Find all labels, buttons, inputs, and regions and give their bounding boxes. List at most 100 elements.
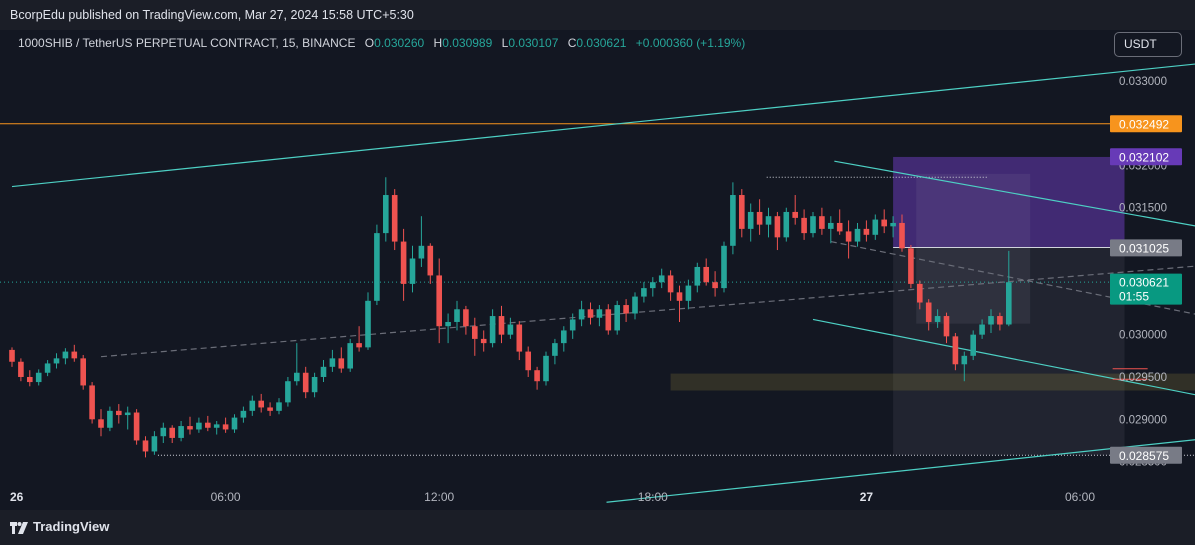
candle[interactable] xyxy=(516,324,523,352)
candle[interactable] xyxy=(525,351,531,371)
candle[interactable] xyxy=(347,343,353,369)
candle[interactable] xyxy=(917,283,923,303)
zone-box[interactable] xyxy=(893,156,1125,248)
candle[interactable] xyxy=(587,309,594,318)
candle[interactable] xyxy=(863,228,870,235)
candle[interactable] xyxy=(623,305,629,314)
candle[interactable] xyxy=(543,355,549,382)
candle[interactable] xyxy=(418,245,425,259)
candle[interactable] xyxy=(756,211,763,225)
candle[interactable] xyxy=(356,343,362,348)
candle[interactable] xyxy=(925,302,932,322)
candle[interactable] xyxy=(89,385,95,420)
candle[interactable] xyxy=(178,426,184,438)
candle[interactable] xyxy=(169,427,175,438)
candle[interactable] xyxy=(676,292,683,301)
trendline[interactable] xyxy=(830,240,1195,368)
candle[interactable] xyxy=(80,358,86,386)
candle[interactable] xyxy=(213,424,220,428)
candle[interactable] xyxy=(133,412,140,441)
candle[interactable] xyxy=(730,195,736,246)
candle[interactable] xyxy=(641,288,647,297)
candle[interactable] xyxy=(231,417,238,430)
candle[interactable] xyxy=(819,216,825,229)
candle[interactable] xyxy=(614,305,620,331)
candle[interactable] xyxy=(792,211,798,218)
candle[interactable] xyxy=(18,361,24,377)
candle[interactable] xyxy=(552,343,558,356)
trendline[interactable] xyxy=(11,0,1195,188)
candle[interactable] xyxy=(463,309,469,327)
candle[interactable] xyxy=(454,309,460,322)
candle[interactable] xyxy=(703,266,709,283)
candle[interactable] xyxy=(783,211,790,238)
candle[interactable] xyxy=(27,376,33,383)
candle[interactable] xyxy=(747,211,754,229)
candle[interactable] xyxy=(774,216,781,238)
candle[interactable] xyxy=(961,355,968,365)
candle[interactable] xyxy=(35,372,42,383)
candle[interactable] xyxy=(828,222,834,229)
candle[interactable] xyxy=(124,412,131,416)
candle[interactable] xyxy=(294,372,300,382)
candle[interactable] xyxy=(801,217,807,234)
candle[interactable] xyxy=(845,231,852,242)
candle[interactable] xyxy=(196,422,202,430)
candle[interactable] xyxy=(44,363,51,373)
candle[interactable] xyxy=(9,349,15,362)
candle[interactable] xyxy=(445,321,451,327)
trendline[interactable] xyxy=(834,160,1195,273)
candle[interactable] xyxy=(739,195,745,229)
trendline[interactable] xyxy=(606,374,1195,503)
candle[interactable] xyxy=(721,245,727,289)
candle[interactable] xyxy=(569,319,576,331)
candle[interactable] xyxy=(285,381,291,403)
candle[interactable] xyxy=(890,222,896,227)
candle[interactable] xyxy=(934,316,941,322)
candle[interactable] xyxy=(810,216,816,234)
candle[interactable] xyxy=(409,258,416,284)
candle[interactable] xyxy=(605,309,612,331)
candle[interactable] xyxy=(836,222,843,232)
candle[interactable] xyxy=(632,296,638,314)
candle[interactable] xyxy=(979,324,985,335)
candle[interactable] xyxy=(712,282,718,289)
candle[interactable] xyxy=(240,410,247,418)
trendline[interactable] xyxy=(100,215,1195,358)
candle[interactable] xyxy=(427,245,434,276)
candle[interactable] xyxy=(498,316,505,335)
candle[interactable] xyxy=(561,330,567,344)
candle[interactable] xyxy=(187,426,193,430)
candle[interactable] xyxy=(899,222,905,249)
candle[interactable] xyxy=(320,366,327,377)
candle[interactable] xyxy=(667,275,674,293)
candle[interactable] xyxy=(997,316,1003,325)
candle[interactable] xyxy=(276,402,282,411)
candle[interactable] xyxy=(436,275,442,327)
candle[interactable] xyxy=(480,338,487,344)
candle[interactable] xyxy=(908,248,914,284)
candle[interactable] xyxy=(53,358,60,364)
candle[interactable] xyxy=(872,219,879,235)
candle[interactable] xyxy=(311,376,318,393)
candle[interactable] xyxy=(685,285,692,301)
candle[interactable] xyxy=(329,358,336,367)
candle[interactable] xyxy=(952,336,959,365)
candle[interactable] xyxy=(222,424,229,430)
candle[interactable] xyxy=(249,400,256,411)
candle[interactable] xyxy=(258,400,264,408)
candle[interactable] xyxy=(472,326,478,339)
trendline[interactable] xyxy=(812,318,1195,446)
candle[interactable] xyxy=(507,324,514,335)
candle[interactable] xyxy=(970,334,976,356)
candle[interactable] xyxy=(658,275,665,283)
candle[interactable] xyxy=(62,351,69,359)
candle[interactable] xyxy=(151,436,158,452)
candle[interactable] xyxy=(205,422,211,428)
candle[interactable] xyxy=(694,266,701,286)
candle[interactable] xyxy=(302,372,309,393)
candle[interactable] xyxy=(71,351,78,359)
zone-box[interactable] xyxy=(670,373,1195,391)
tradingview-logo[interactable]: TradingView xyxy=(10,519,109,534)
candle[interactable] xyxy=(489,316,496,344)
